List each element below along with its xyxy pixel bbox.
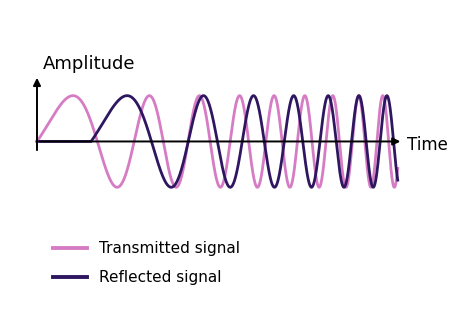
Text: Amplitude: Amplitude [42,55,135,73]
Text: Time: Time [407,136,447,154]
Legend: Transmitted signal, Reflected signal: Transmitted signal, Reflected signal [47,235,246,291]
